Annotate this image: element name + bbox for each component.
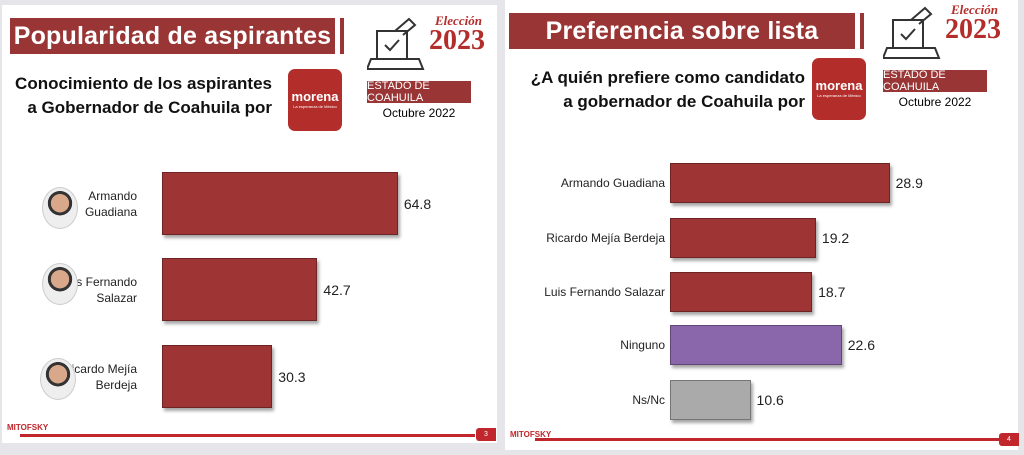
data-label: 18.7: [818, 284, 846, 300]
party-tag: La esperanza de México: [817, 93, 861, 98]
slide-title: Preferencia sobre lista: [509, 13, 864, 49]
state-label: ESTADO DE COAHUILA: [367, 80, 471, 104]
category-label: Armando Guadiana: [84, 188, 137, 219]
subtitle: ¿A quién prefiere como candidato a gober…: [515, 66, 805, 114]
party-tag: La esperanza de México: [293, 104, 337, 109]
morena-logo: morena La esperanza de México: [812, 58, 866, 120]
slide-preferencia: Preferencia sobre lista ¿A quién prefier…: [505, 0, 1019, 450]
bar: [670, 380, 751, 420]
election-badge: Elección 2023 ESTADO DE COAHUILA Octubre…: [367, 9, 487, 120]
bar: [162, 172, 398, 235]
state-label: ESTADO DE COAHUILA: [883, 69, 987, 93]
category-label: Armando Guadiana: [560, 176, 665, 190]
page-number: 4: [999, 433, 1019, 446]
bar: [670, 325, 842, 365]
avatar-luis: [42, 263, 78, 305]
category-label: Luis Fernando Salazar: [60, 274, 137, 305]
data-label: 30.3: [278, 368, 306, 385]
bar: [670, 272, 813, 312]
election-year: 2023: [429, 25, 485, 56]
subtitle: Conocimiento de los aspirantes a Goberna…: [12, 72, 272, 120]
category-label: Luis Fernando Salazar: [544, 285, 665, 299]
slide-popularidad: Popularidad de aspirantes Conocimiento d…: [2, 5, 497, 443]
date-label: Octubre 2022: [898, 95, 972, 109]
bar: [670, 218, 816, 258]
bar: [162, 345, 273, 408]
subtitle-line: ¿A quién prefiere como candidato: [530, 68, 805, 87]
election-badge: Elección 2023 ESTADO DE COAHUILA Octubre…: [883, 0, 1003, 109]
ballot-box-icon: [883, 6, 941, 59]
bar: [162, 258, 318, 321]
avatar-armando: [42, 187, 78, 229]
data-label: 22.6: [847, 337, 875, 353]
morena-logo: morena La esperanza de México: [288, 69, 342, 131]
mitofsky-logo: MITOFSKY: [510, 430, 552, 439]
election-label: Elección: [435, 13, 482, 28]
category-label: Ricardo Mejía Berdeja: [546, 231, 665, 245]
date-label: Octubre 2022: [382, 106, 456, 120]
footer-line: [535, 438, 1013, 441]
ballot-box-icon: [367, 17, 425, 70]
election-year: 2023: [945, 14, 1001, 45]
category-label: Ns/Nc: [632, 393, 665, 407]
data-label: 42.7: [323, 281, 351, 298]
data-label: 19.2: [821, 230, 850, 246]
election-label: Elección: [951, 2, 998, 17]
subtitle-line: Conocimiento de los aspirantes: [15, 74, 272, 93]
party-name: morena: [815, 78, 863, 93]
page-number: 3: [476, 428, 496, 441]
data-label: 10.6: [756, 392, 784, 408]
avatar-ricardo: [40, 358, 76, 400]
category-label: Ninguno: [620, 338, 665, 352]
subtitle-line: a Gobernador de Coahuila por: [27, 98, 272, 117]
slide-title: Popularidad de aspirantes: [10, 18, 344, 54]
mitofsky-logo: MITOFSKY: [7, 423, 49, 432]
category-label: Ricardo Mejía Berdeja: [62, 361, 137, 392]
bar: [670, 163, 890, 203]
subtitle-line: a gobernador de Coahuila por: [563, 92, 805, 111]
party-name: morena: [291, 89, 339, 104]
footer-line: [20, 434, 475, 437]
data-label: 64.8: [403, 195, 432, 212]
data-label: 28.9: [895, 175, 923, 191]
